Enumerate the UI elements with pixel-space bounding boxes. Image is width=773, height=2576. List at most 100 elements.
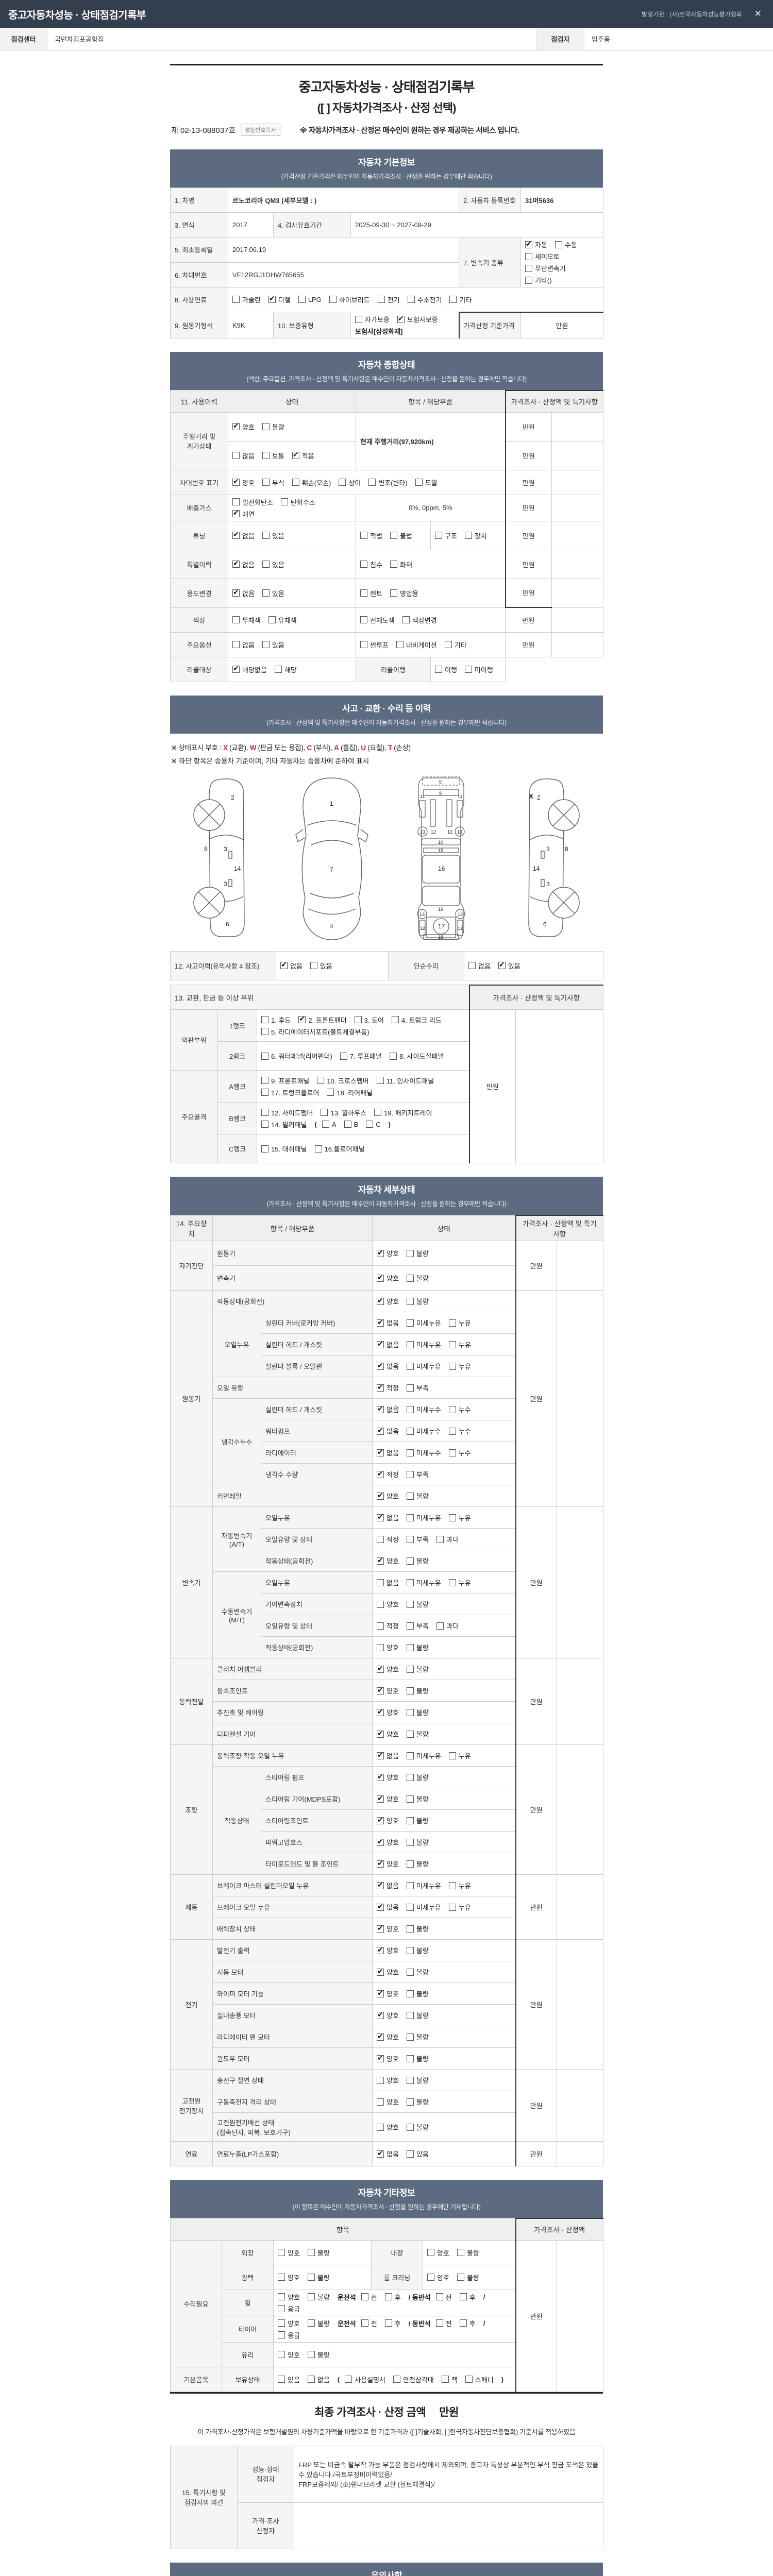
checkbox-option[interactable]: 양호 — [377, 1794, 399, 1804]
checkbox-option[interactable]: 있음 — [498, 960, 520, 971]
checkbox-option[interactable]: 없음 — [377, 1404, 399, 1414]
unchecked-checkbox-icon[interactable] — [406, 2076, 414, 2084]
checkbox-option[interactable]: 불량 — [457, 2273, 479, 2282]
unchecked-checkbox-icon[interactable] — [232, 452, 240, 459]
checked-checkbox-icon[interactable] — [377, 1945, 384, 1954]
checkbox-option[interactable]: 디젤 — [268, 294, 291, 304]
unchecked-checkbox-icon[interactable] — [376, 1077, 384, 1084]
checkbox-option[interactable]: 불량 — [406, 1967, 429, 1977]
checkbox-option[interactable]: 없음 — [377, 1318, 399, 1328]
unchecked-checkbox-icon[interactable] — [278, 2293, 285, 2300]
checkbox-option[interactable]: 전 — [435, 2318, 452, 2328]
checkbox-option[interactable]: 침수 — [360, 560, 382, 569]
unchecked-checkbox-icon[interactable] — [406, 1579, 414, 1586]
checkbox-option[interactable]: 자동 — [525, 240, 547, 249]
unchecked-checkbox-icon[interactable] — [384, 2293, 392, 2300]
checkbox-option[interactable]: 사용설명서 — [345, 2375, 385, 2384]
checked-checkbox-icon[interactable] — [377, 1772, 384, 1781]
checkbox-option[interactable]: 있음 — [278, 2375, 300, 2384]
checkbox-option[interactable]: 양호 — [232, 477, 255, 487]
unchecked-checkbox-icon[interactable] — [361, 2319, 368, 2327]
checkbox-option[interactable]: LPG — [298, 296, 322, 303]
checkbox-option[interactable]: 있음 — [310, 961, 332, 971]
checked-checkbox-icon[interactable] — [232, 421, 240, 430]
copy-number-button[interactable]: 성능번호복사 — [241, 124, 280, 136]
unchecked-checkbox-icon[interactable] — [262, 532, 270, 539]
checkbox-option[interactable]: 양호 — [377, 1772, 399, 1782]
unchecked-checkbox-icon[interactable] — [377, 2123, 384, 2131]
checkbox-option[interactable]: 불량 — [406, 2054, 429, 2063]
checkbox-option[interactable]: 불법 — [390, 531, 412, 540]
checked-checkbox-icon[interactable] — [377, 1707, 384, 1716]
checkbox-option[interactable]: 불량 — [406, 1924, 429, 1934]
checkbox-option[interactable]: 누유 — [448, 1902, 471, 1912]
unchecked-checkbox-icon[interactable] — [298, 296, 306, 303]
unchecked-checkbox-icon[interactable] — [525, 264, 533, 272]
checkbox-option[interactable]: 미세누수 — [406, 1426, 441, 1436]
checked-checkbox-icon[interactable] — [377, 1361, 384, 1370]
checkbox-option[interactable]: 양호 — [232, 421, 255, 432]
unchecked-checkbox-icon[interactable] — [406, 2098, 414, 2106]
checkbox-option[interactable]: C — [366, 1121, 381, 1128]
checkbox-option[interactable]: 이행 — [435, 665, 457, 674]
checkbox-option[interactable]: 없음 — [377, 1426, 399, 1436]
checkbox-option[interactable]: 가솔린 — [232, 295, 261, 304]
checkbox-option[interactable]: 누유 — [448, 1361, 471, 1371]
unchecked-checkbox-icon[interactable] — [406, 2033, 414, 2041]
checkbox-option[interactable]: 장치 — [464, 531, 487, 540]
checked-checkbox-icon[interactable] — [377, 1426, 384, 1435]
unchecked-checkbox-icon[interactable] — [232, 498, 240, 505]
checkbox-option[interactable]: 미세누수 — [406, 1448, 441, 1458]
unchecked-checkbox-icon[interactable] — [415, 479, 423, 486]
checkbox-option[interactable]: 없음 — [377, 1902, 399, 1912]
checked-checkbox-icon[interactable] — [377, 1902, 384, 1911]
unchecked-checkbox-icon[interactable] — [322, 1121, 329, 1128]
checkbox-option[interactable]: 미세누유 — [406, 1902, 441, 1912]
unchecked-checkbox-icon[interactable] — [278, 2319, 285, 2327]
checkbox-option[interactable]: 적법 — [360, 531, 382, 540]
unchecked-checkbox-icon[interactable] — [406, 1449, 414, 1456]
checked-checkbox-icon[interactable] — [232, 530, 240, 539]
unchecked-checkbox-icon[interactable] — [554, 241, 562, 248]
unchecked-checkbox-icon[interactable] — [340, 1052, 347, 1060]
unchecked-checkbox-icon[interactable] — [280, 498, 288, 505]
unchecked-checkbox-icon[interactable] — [406, 1600, 414, 1608]
checkbox-option[interactable]: 양호 — [377, 2010, 399, 2020]
unchecked-checkbox-icon[interactable] — [278, 2305, 285, 2312]
unchecked-checkbox-icon[interactable] — [406, 2123, 414, 2131]
checkbox-option[interactable]: 적정 — [377, 1383, 399, 1393]
checked-checkbox-icon[interactable] — [377, 1967, 384, 1976]
unchecked-checkbox-icon[interactable] — [268, 616, 276, 623]
checkbox-option[interactable]: 적정 — [377, 1534, 399, 1544]
checkbox-option[interactable]: 양호 — [377, 1707, 399, 1717]
checked-checkbox-icon[interactable] — [377, 1318, 384, 1327]
unchecked-checkbox-icon[interactable] — [448, 1903, 456, 1911]
unchecked-checkbox-icon[interactable] — [292, 479, 299, 486]
checkbox-option[interactable]: 양호 — [377, 2054, 399, 2063]
checkbox-option[interactable]: 구조 — [435, 531, 457, 540]
unchecked-checkbox-icon[interactable] — [390, 561, 397, 568]
checkbox-option[interactable]: 미세누유 — [406, 1880, 441, 1890]
checkbox-option[interactable]: 후 — [384, 2292, 401, 2302]
checkbox-option[interactable]: 없음 — [377, 1361, 399, 1371]
unchecked-checkbox-icon[interactable] — [392, 1016, 399, 1023]
checkbox-option[interactable]: 후 — [459, 2318, 476, 2328]
unchecked-checkbox-icon[interactable] — [261, 1109, 268, 1116]
unchecked-checkbox-icon[interactable] — [435, 2293, 443, 2300]
unchecked-checkbox-icon[interactable] — [448, 1341, 456, 1348]
checkbox-option[interactable]: 8. 사이드실패널 — [390, 1051, 444, 1061]
checkbox-option[interactable]: 불량 — [406, 1794, 429, 1804]
unchecked-checkbox-icon[interactable] — [261, 1121, 268, 1128]
unchecked-checkbox-icon[interactable] — [406, 1795, 414, 1803]
unchecked-checkbox-icon[interactable] — [377, 2098, 384, 2106]
unchecked-checkbox-icon[interactable] — [314, 1145, 322, 1153]
checkbox-option[interactable]: 누유 — [448, 1578, 471, 1587]
unchecked-checkbox-icon[interactable] — [361, 2293, 368, 2300]
unchecked-checkbox-icon[interactable] — [261, 1077, 268, 1084]
checked-checkbox-icon[interactable] — [377, 1383, 384, 1392]
unchecked-checkbox-icon[interactable] — [406, 1249, 414, 1257]
checkbox-option[interactable]: 해당 — [274, 665, 297, 674]
checkbox-option[interactable]: 미세누유 — [406, 1513, 441, 1522]
checkbox-option[interactable]: 없음 — [307, 2375, 330, 2384]
checkbox-option[interactable]: 영업용 — [390, 588, 418, 598]
